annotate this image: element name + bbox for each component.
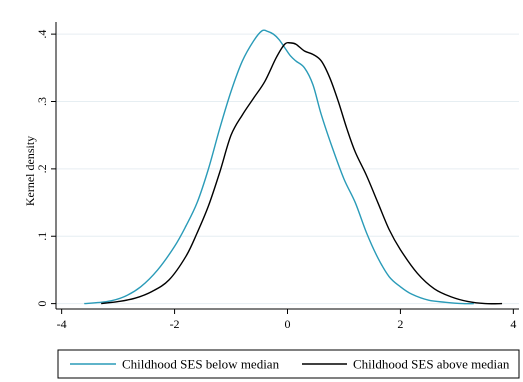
legend-box	[57, 349, 520, 379]
y-axis-title: Kernel density	[23, 136, 37, 206]
x-tick-label-3: 2	[397, 317, 403, 331]
y-tick-label-3: .3	[35, 97, 49, 106]
y-ticks: 0 .1 .2 .3 .4	[35, 30, 56, 307]
y-tick-label-1: .1	[35, 232, 49, 241]
series-line-above-median	[101, 41, 503, 305]
x-tick-label-1: -2	[170, 317, 180, 331]
y-tick-label-0: 0	[35, 301, 49, 307]
x-tick-label-2: 0	[285, 317, 291, 331]
x-tick-label-4: 4	[510, 317, 516, 331]
y-tick-label-4: .4	[35, 30, 49, 39]
y-tick-label-2: .2	[35, 164, 49, 173]
series-line-below-median	[84, 29, 474, 305]
x-ticks: -4 -2 0 2 4	[57, 309, 516, 331]
gridlines	[56, 33, 519, 305]
x-tick-label-0: -4	[57, 317, 67, 331]
legend-label-above-median: Childhood SES above median	[353, 357, 510, 372]
series-lines	[84, 29, 503, 305]
legend: Childhood SES below median Childhood SES…	[57, 349, 520, 379]
legend-label-below-median: Childhood SES below median	[122, 357, 280, 372]
